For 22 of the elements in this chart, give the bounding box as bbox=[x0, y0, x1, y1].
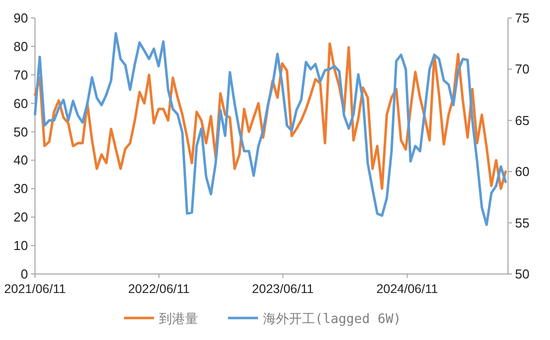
y-tick-label: 0 bbox=[20, 266, 28, 282]
legend-label: 海外开工(lagged 6W) bbox=[263, 312, 402, 327]
x-tick-label: 2022/06/11 bbox=[128, 282, 190, 296]
y2-tick-label: 70 bbox=[515, 62, 530, 77]
x-tick-label: 2023/06/11 bbox=[252, 282, 314, 296]
y2-tick-label: 55 bbox=[515, 215, 530, 230]
y-tick-label: 60 bbox=[14, 96, 28, 111]
y-tick-label: 90 bbox=[14, 10, 28, 26]
y-tick-label: 10 bbox=[14, 238, 28, 254]
y-tick-label: 80 bbox=[14, 38, 28, 54]
y-tick-label: 40 bbox=[14, 152, 28, 168]
y2-tick-label: 65 bbox=[515, 112, 530, 128]
y-tick-label: 20 bbox=[14, 210, 28, 225]
y2-tick-label: 50 bbox=[515, 266, 530, 282]
legend-label: 到港量 bbox=[159, 312, 198, 327]
y2-tick-label: 60 bbox=[515, 164, 530, 180]
x-tick-label: 2021/06/11 bbox=[4, 282, 66, 296]
y2-tick-label: 75 bbox=[515, 10, 530, 26]
y-tick-label: 30 bbox=[14, 181, 28, 196]
y-tick-label: 50 bbox=[14, 124, 28, 140]
y-tick-label: 70 bbox=[14, 67, 28, 82]
x-tick-label: 2024/06/11 bbox=[376, 282, 438, 296]
